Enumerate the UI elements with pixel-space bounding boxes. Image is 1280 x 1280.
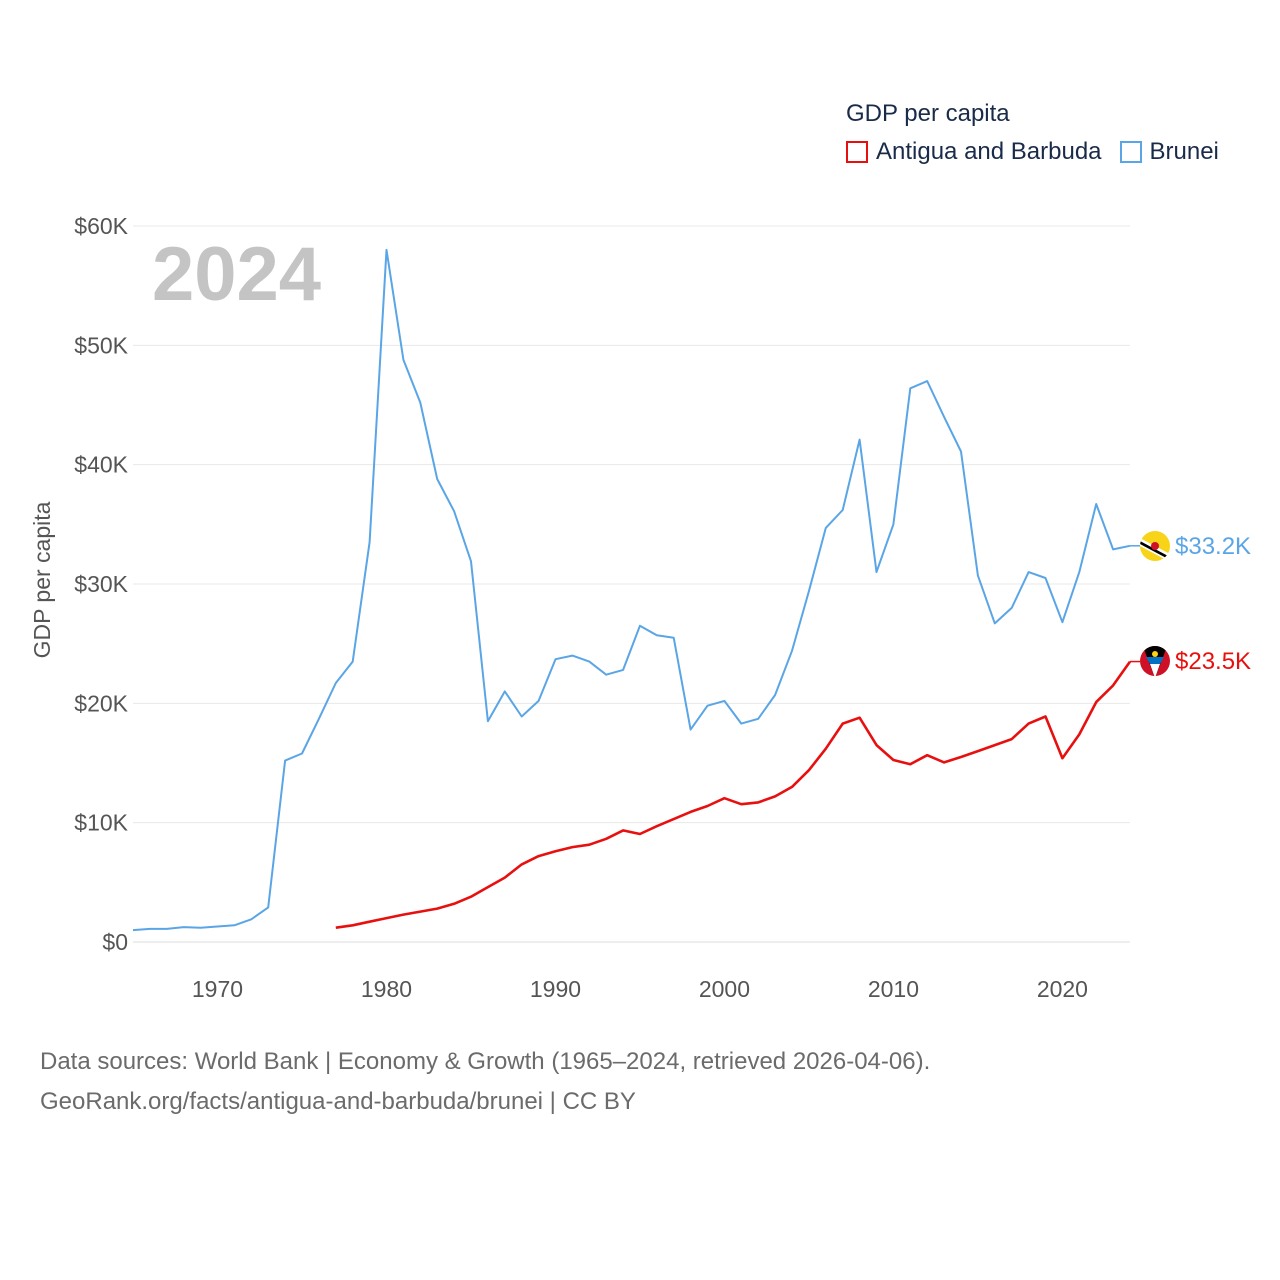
legend-item-brunei[interactable]: Brunei (1119, 138, 1219, 166)
x-tick-label: 1990 (530, 976, 581, 1002)
footer: Data sources: World Bank | Economy & Gro… (40, 1042, 930, 1122)
y-axis-ticks: $0 $10K $20K $30K $40K $50K $60K (74, 213, 128, 955)
y-axis-label: GDP per capita (29, 501, 55, 658)
x-tick-label: 2000 (699, 976, 750, 1002)
legend-item-antigua-and-barbuda[interactable]: Antigua and Barbuda (846, 138, 1102, 166)
y-tick-label: $20K (74, 690, 128, 716)
legend-title: GDP per capita (846, 100, 1010, 127)
legend-label-brunei: Brunei (1149, 138, 1219, 165)
legend-label-antigua-and-barbuda: Antigua and Barbuda (876, 138, 1102, 165)
x-tick-label: 2010 (868, 976, 919, 1002)
footer-sources: Data sources: World Bank | Economy & Gro… (40, 1048, 931, 1075)
legend-swatch-brunei (1119, 141, 1142, 163)
y-tick-label: $40K (74, 452, 128, 478)
x-axis-ticks: 1970 1980 1990 2000 2010 2020 (192, 976, 1088, 1002)
x-tick-label: 1970 (192, 976, 243, 1002)
end-value-antigua-and-barbuda: $23.5K (1175, 648, 1251, 675)
y-tick-label: $0 (102, 929, 128, 955)
y-tick-label: $10K (74, 810, 128, 836)
series-line-antigua-and-barbuda (335, 660, 1132, 929)
x-tick-label: 1980 (361, 976, 412, 1002)
x-tick-label: 2020 (1037, 976, 1088, 1002)
legend: GDP per capita Antigua and Barbuda Brune… (846, 100, 1219, 166)
brunei-flag-icon (1140, 531, 1170, 561)
end-value-brunei: $33.2K (1175, 533, 1251, 560)
gridlines (133, 225, 1130, 943)
legend-swatch-antigua-and-barbuda (846, 141, 868, 163)
year-label: 2024 (152, 232, 321, 317)
y-tick-label: $60K (74, 213, 128, 239)
y-tick-label: $50K (74, 332, 128, 358)
footer-attribution: GeoRank.org/facts/antigua-and-barbuda/br… (40, 1088, 636, 1115)
y-tick-label: $30K (74, 571, 128, 597)
series-lines (132, 248, 1140, 932)
antigua-and-barbuda-flag-icon (1140, 646, 1170, 676)
series-line-brunei (132, 248, 1131, 932)
